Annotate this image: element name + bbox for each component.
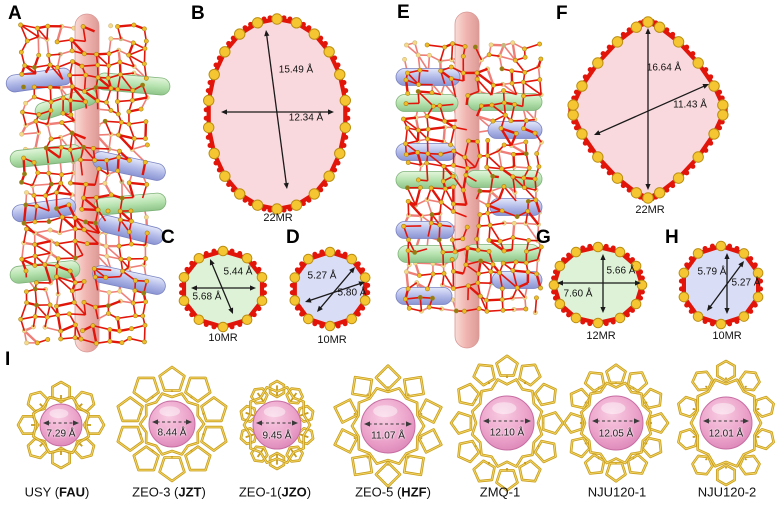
panel-letter-b: B (191, 3, 205, 24)
zeolite-cage (562, 363, 670, 483)
dim-h-short: 5.27 Å (731, 277, 761, 289)
pore-diameter-nju120-1: 12.05 Å (598, 428, 634, 440)
dim-d-long: 5.27 Å (307, 270, 337, 282)
framework-structure (5, 13, 171, 353)
material-name-text: ZMQ-1 (479, 484, 521, 500)
zeolite-cage (16, 380, 106, 470)
material-name-close: ) (306, 484, 312, 500)
panel-letter-d: D (286, 227, 300, 248)
material-name-zeo3: ZEO-3 (JZT) (132, 485, 206, 500)
panel-letter-h: H (665, 227, 679, 248)
dim-f-short: 11.43 Å (673, 99, 707, 111)
material-name-text: NJU120-1 (587, 484, 647, 500)
material-name-text: NJU120-2 (697, 484, 757, 500)
zeolite-cage (333, 364, 443, 488)
ring-size-f: 22MR (635, 204, 665, 216)
material-name-nju120-2: NJU120-2 (698, 485, 757, 500)
framework-structure (395, 11, 544, 349)
dim-c-long: 5.44 Å (223, 266, 253, 278)
zeolite-cage (116, 365, 228, 483)
panel-letter-g: G (536, 227, 551, 248)
panel-letter-i: I (5, 349, 11, 370)
material-name-close: ) (426, 484, 431, 500)
dim-h-long: 5.79 Å (697, 266, 727, 278)
panel-letter-a: A (8, 3, 22, 24)
material-name-text: ZEO-1( (238, 484, 282, 500)
pore-diameter-zeo3: 8.44 Å (157, 427, 187, 439)
material-name-text: USY ( (24, 484, 60, 500)
material-name-nju120-1: NJU120-1 (588, 485, 647, 500)
pore-diameter-zeo5: 11.07 Å (371, 430, 405, 442)
zeolite-cage (449, 354, 565, 492)
dim-b-long: 15.49 Å (278, 64, 314, 76)
material-name-usy: USY (FAU) (25, 485, 90, 500)
dim-d-short: 5.80 Å (337, 287, 367, 299)
dim-b-short: 12.34 Å (288, 112, 324, 124)
ring-size-g: 12MR (586, 330, 616, 342)
material-code: HZF (401, 484, 427, 500)
pore-ring (548, 241, 648, 329)
ring-size-d: 10MR (317, 334, 347, 346)
pore-diameter-usy: 7.29 Å (46, 428, 76, 440)
dim-f-long: 16.64 Å (646, 62, 682, 74)
ring-size-b: 22MR (263, 212, 293, 224)
pore-ring (289, 246, 371, 332)
zeolite-cage (677, 359, 775, 487)
panel-letter-f: F (556, 3, 568, 24)
dim-g-long: 5.66 Å (606, 265, 636, 277)
panel-letter-c: C (161, 227, 175, 248)
material-code: JZO (281, 484, 307, 500)
material-name-zeo5: ZEO-5 (HZF) (355, 485, 431, 500)
material-name-zeo1: ZEO-1(JZO) (239, 485, 311, 500)
material-name-text: ZEO-3 ( (132, 484, 179, 500)
dim-g-short: 7.60 Å (563, 288, 593, 300)
ring-size-h: 10MR (712, 330, 742, 342)
material-name-zmq1: ZMQ-1 (480, 485, 520, 500)
material-name-close: ) (85, 484, 90, 500)
pore-diameter-nju120-2: 12.01 Å (708, 428, 744, 440)
pore-diameter-zmq1: 12.10 Å (489, 427, 525, 439)
panel-letter-e: E (397, 2, 410, 23)
material-code: FAU (59, 484, 86, 500)
material-name-text: ZEO-5 ( (355, 484, 402, 500)
ring-size-c: 10MR (208, 332, 238, 344)
dim-c-short: 5.68 Å (192, 291, 222, 303)
pore-diameter-zeo1: 9.45 Å (262, 430, 292, 442)
zeolite-cage (239, 379, 315, 471)
material-code: JZT (178, 484, 202, 500)
material-name-close: ) (201, 484, 206, 500)
